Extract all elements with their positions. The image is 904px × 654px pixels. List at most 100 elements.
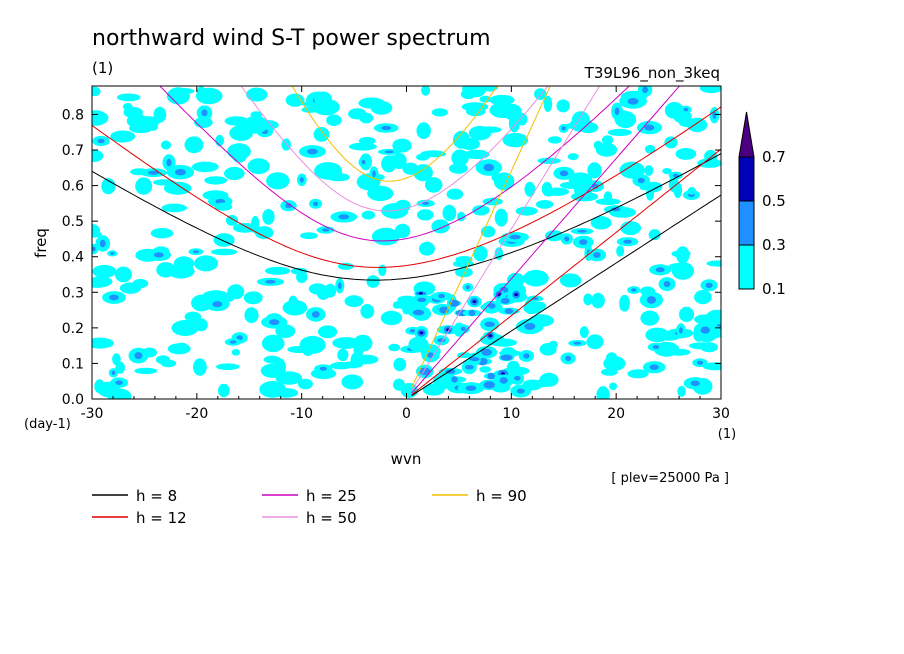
- power-blob: [700, 326, 710, 334]
- power-blob: [392, 301, 402, 309]
- y-tick-label: 0.4: [62, 250, 84, 266]
- power-blob: [384, 150, 394, 154]
- power-blob: [515, 206, 538, 216]
- power-blob: [381, 125, 392, 131]
- power-blob: [416, 209, 434, 221]
- power-blob: [266, 172, 290, 190]
- power-blob: [481, 348, 492, 356]
- power-blob: [314, 162, 343, 180]
- power-blob: [324, 283, 337, 298]
- power-blob: [619, 161, 645, 179]
- power-blob: [110, 130, 136, 143]
- power-blob: [535, 200, 554, 209]
- x-tick-label: 0: [402, 406, 411, 422]
- legend-label: h = 25: [306, 487, 357, 505]
- power-blob: [261, 334, 285, 353]
- power-blob: [502, 132, 529, 148]
- power-blob: [627, 369, 649, 379]
- dispersion-curve: [92, 106, 721, 268]
- power-blob: [453, 130, 470, 149]
- power-blob: [231, 349, 241, 356]
- power-blob: [699, 86, 721, 94]
- power-blob: [705, 282, 713, 288]
- power-blob: [288, 295, 298, 308]
- power-blob: [153, 179, 176, 186]
- power-blob: [155, 355, 171, 365]
- power-blob: [648, 229, 661, 241]
- dispersion-curve: [159, 86, 630, 242]
- x-tick-label: 30: [712, 406, 730, 422]
- power-blob: [234, 122, 250, 139]
- power-blob: [244, 307, 259, 324]
- power-blob: [111, 370, 116, 375]
- power-blob: [462, 86, 482, 98]
- power-blob: [442, 204, 457, 222]
- power-blob: [537, 157, 561, 164]
- power-blob: [212, 301, 223, 308]
- power-blob: [184, 311, 202, 322]
- y-axis-label: freq: [32, 228, 50, 258]
- power-blob: [371, 227, 400, 246]
- power-blob: [574, 181, 593, 200]
- dispersion-curve: [411, 86, 681, 394]
- power-blob: [402, 162, 419, 175]
- power-blob: [191, 294, 212, 312]
- y-tick-label: 0.7: [62, 143, 84, 159]
- power-blob: [425, 177, 443, 193]
- power-blob: [464, 364, 474, 370]
- power-blob: [388, 343, 401, 352]
- power-blob: [313, 126, 330, 142]
- power-blob: [322, 228, 330, 232]
- colorbar-label: 0.5: [762, 192, 786, 210]
- power-blob: [609, 382, 618, 391]
- power-blob: [341, 374, 364, 390]
- power-blob: [556, 99, 570, 113]
- legend-label: h = 90: [476, 487, 527, 505]
- power-blob: [516, 112, 528, 126]
- power-blob: [593, 252, 601, 258]
- power-blob: [702, 362, 721, 371]
- power-blob: [607, 128, 632, 136]
- power-blob: [353, 340, 364, 358]
- power-blob: [664, 136, 678, 149]
- power-blob: [484, 321, 495, 327]
- power-blob: [92, 246, 96, 252]
- power-blob: [427, 352, 434, 359]
- colorbar-label: 0.7: [762, 148, 786, 166]
- power-blob: [506, 360, 520, 374]
- legend-label: h = 8: [136, 487, 177, 505]
- power-blob: [489, 102, 516, 118]
- power-blob: [431, 219, 450, 234]
- power-blob: [246, 87, 268, 102]
- power-blob: [419, 241, 435, 256]
- power-blob: [174, 169, 186, 176]
- power-blob: [668, 348, 691, 356]
- power-blob: [712, 111, 717, 119]
- y-tick-label: 0.8: [62, 107, 84, 123]
- power-blob: [337, 348, 349, 362]
- colorbar-extension: [738, 111, 755, 158]
- power-blob: [472, 205, 490, 216]
- power-field: [92, 86, 721, 399]
- power-blob: [431, 108, 448, 117]
- power-blob: [99, 239, 106, 248]
- power-blob: [514, 293, 519, 297]
- power-blob: [705, 309, 721, 325]
- power-blob: [573, 341, 582, 345]
- y-axis-unit: (day-1): [24, 417, 71, 432]
- power-blob: [500, 354, 513, 361]
- power-blob: [479, 86, 498, 92]
- power-blob: [260, 363, 285, 378]
- x-axis: -30 -20 -10 0 10 20 30: [81, 86, 730, 422]
- power-blob: [210, 248, 238, 256]
- power-blob: [507, 272, 525, 288]
- power-blob: [114, 266, 132, 283]
- legend-label: h = 50: [306, 509, 357, 527]
- power-blob: [642, 86, 648, 94]
- level-annotation: [ plev=25000 Pa ]: [611, 471, 729, 486]
- power-blob: [409, 329, 416, 333]
- power-blob: [473, 245, 488, 262]
- power-blob: [216, 363, 240, 371]
- y-axis: 0.0 0.1 0.2 0.3 0.4 0.5 0.6 0.7 0.8: [62, 107, 721, 408]
- power-blob: [97, 138, 105, 144]
